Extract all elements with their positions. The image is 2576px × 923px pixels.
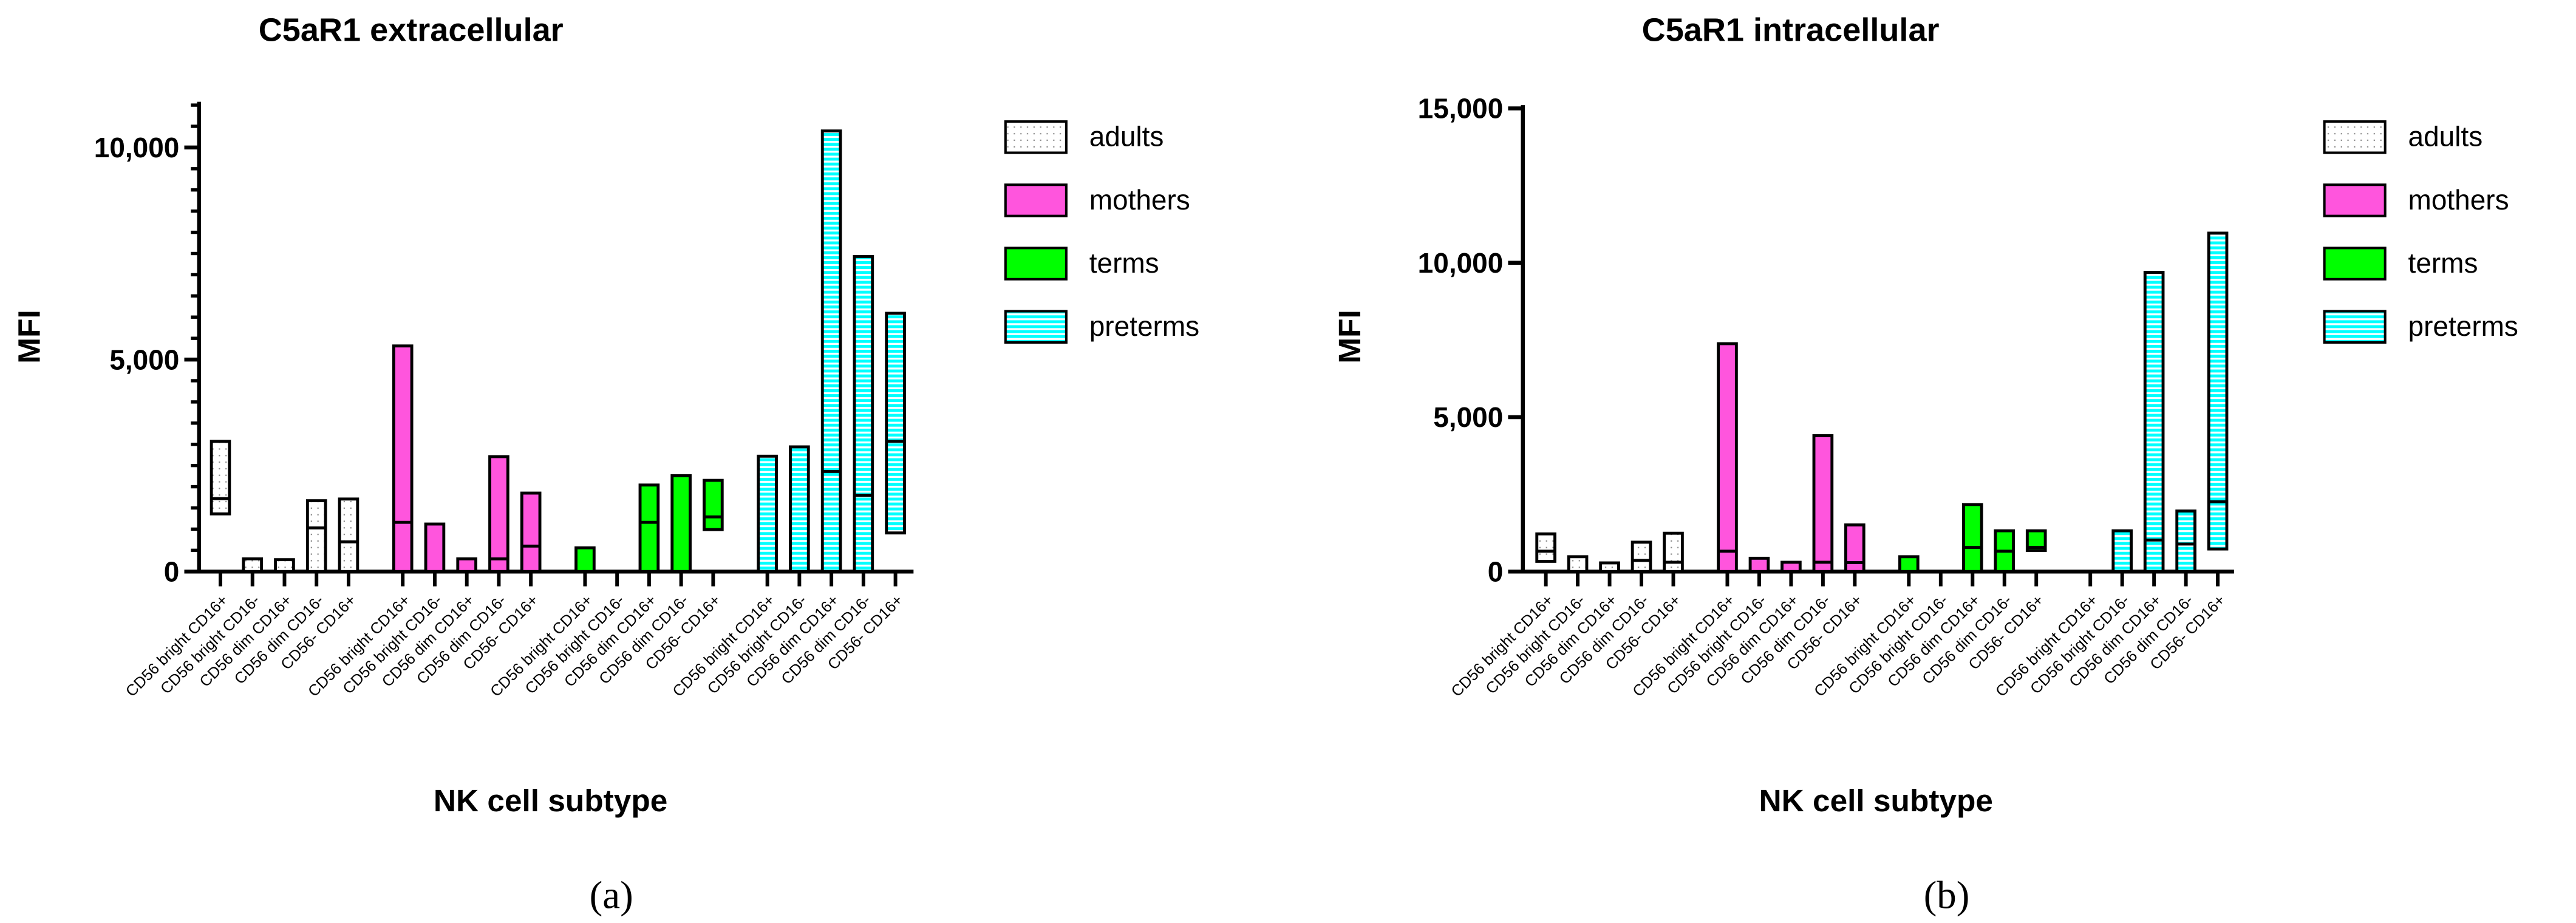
panel-a-extracellular: C5aR1 extracellular MFI NK cell subtype (a)… [11, 12, 1199, 918]
bar-terms [574, 546, 596, 573]
y-tick-label: 5,000 [1433, 401, 1503, 433]
bar-terms [1961, 503, 1983, 573]
legend-label: preterms [2408, 310, 2518, 342]
bar-terms [638, 483, 660, 573]
legend-swatch-adults [1004, 120, 1068, 154]
chart-title: C5aR1 intracellular [1642, 12, 1940, 49]
legend-swatch-mothers [1004, 183, 1068, 217]
bar-adults [1567, 555, 1589, 573]
bar-preterms [820, 129, 842, 573]
bar-mothers [1780, 560, 1802, 573]
bar-preterms [853, 254, 874, 573]
legend-swatch-preterms [2323, 310, 2387, 344]
chart-title: C5aR1 extracellular [259, 12, 564, 49]
bar-adults [1663, 531, 1684, 573]
bar-terms [703, 479, 724, 531]
bar-preterms [2143, 271, 2165, 573]
bar-adults [274, 558, 295, 573]
bar-preterms [2207, 231, 2229, 551]
legend-swatch-adults [2323, 120, 2387, 154]
bar-preterms [2111, 529, 2133, 573]
x-axis-title: NK cell subtype [434, 783, 667, 818]
y-axis-title: MFI [11, 310, 46, 363]
y-tick-label: 10,000 [94, 132, 180, 163]
legend-label: adults [1089, 121, 1164, 152]
bar-terms [670, 474, 692, 573]
bar-preterms [885, 312, 906, 535]
legend-label: terms [2408, 247, 2478, 279]
bar-mothers [1812, 434, 1834, 573]
bar-mothers [424, 522, 446, 573]
legend-swatch-terms [2323, 247, 2387, 281]
legend-swatch-terms [1004, 247, 1068, 281]
bar-mothers [520, 491, 542, 573]
bar-adults [305, 499, 327, 573]
bar-adults [210, 440, 231, 516]
panel-b-intracellular: C5aR1 intracellular MFI NK cell subtype (b)… [1332, 12, 2518, 918]
y-axis-title: MFI [1332, 310, 1367, 363]
bar-mothers [1844, 523, 1866, 573]
y-tick-label: 10,000 [1418, 247, 1504, 279]
bar-adults [1535, 532, 1556, 563]
y-tick-label: 5,000 [109, 344, 179, 375]
legend-label: mothers [2408, 184, 2509, 216]
y-tick-label: 0 [1488, 556, 1504, 587]
bar-adults [1599, 561, 1620, 573]
y-tick-label: 0 [164, 556, 180, 587]
legend-swatch-preterms [1004, 310, 1068, 344]
legend-label: preterms [1089, 310, 1199, 342]
bar-mothers [488, 455, 509, 573]
legend-label: adults [2408, 121, 2483, 152]
x-axis-title: NK cell subtype [1759, 783, 1993, 818]
legend-swatch-mothers [2323, 183, 2387, 217]
bar-preterms [2175, 509, 2196, 573]
bar-mothers [1748, 556, 1770, 573]
bar-mothers [392, 344, 414, 573]
bar-terms [1898, 555, 1920, 573]
y-tick-label: 15,000 [1418, 93, 1504, 124]
legend-label: mothers [1089, 184, 1190, 216]
bar-adults [338, 497, 359, 573]
bar-preterms [757, 454, 778, 573]
panel-label: (b) [1924, 874, 1970, 918]
bar-adults [1630, 540, 1652, 573]
bar-mothers [456, 557, 477, 573]
bar-preterms [789, 445, 810, 573]
bar-adults [242, 557, 264, 573]
bar-mothers [1717, 342, 1738, 573]
legend-label: terms [1089, 247, 1159, 279]
panel-label: (a) [590, 874, 633, 918]
